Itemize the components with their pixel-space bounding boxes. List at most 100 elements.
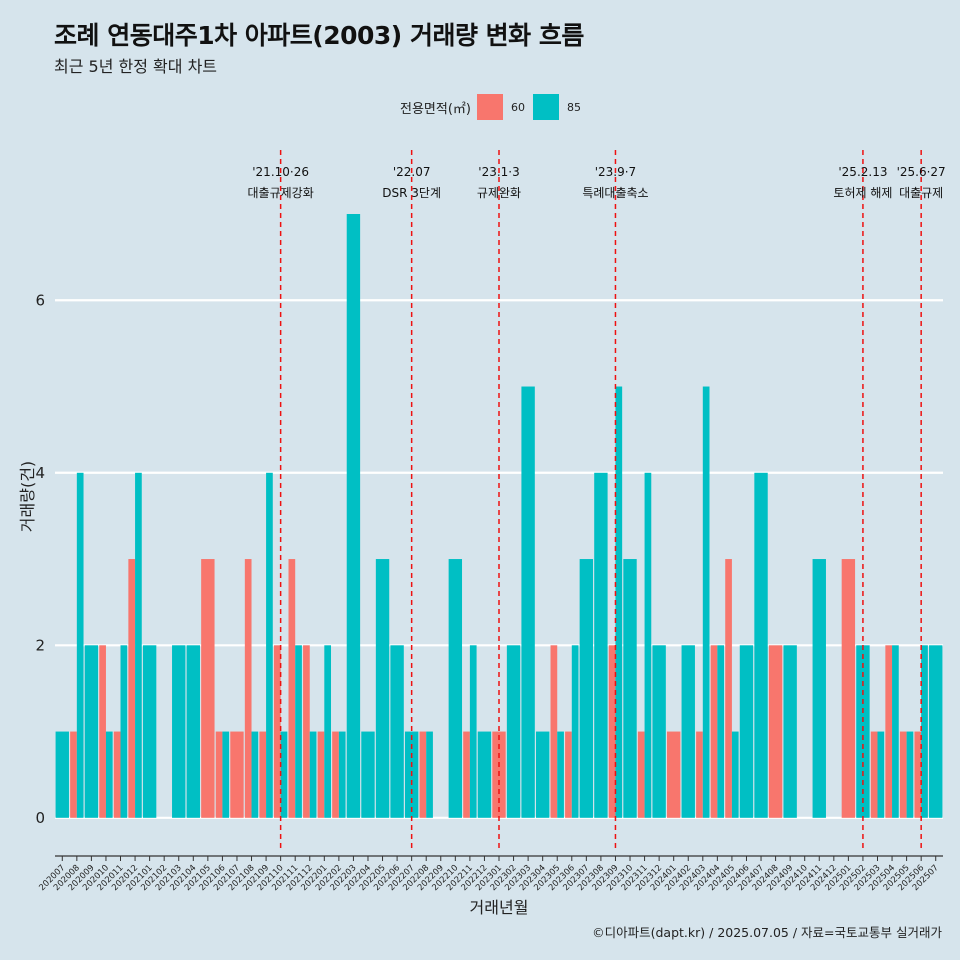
bar-85-202009 xyxy=(84,645,99,818)
bar-85-202007 xyxy=(55,731,69,818)
bar-85-202306 xyxy=(571,645,579,818)
annotation-date-3: '23.9·7 xyxy=(595,165,636,179)
x-axis-title: 거래년월 xyxy=(470,898,529,917)
y-tick-label-6: 6 xyxy=(35,291,45,309)
bar-60-202112 xyxy=(303,645,310,818)
bar-85-202206 xyxy=(390,645,404,818)
bar-85-202309 xyxy=(615,386,623,818)
bar-60-202405 xyxy=(725,559,732,818)
bar-60-202111 xyxy=(288,559,296,818)
bar-60-202105 xyxy=(201,559,215,818)
annotation-date-2: '23.1·3 xyxy=(478,165,519,179)
bar-60-202309 xyxy=(608,645,616,818)
legend: 전용면적(㎡) 60 85 xyxy=(400,93,589,121)
bar-85-202208 xyxy=(426,731,433,818)
bar-60-202306 xyxy=(565,731,572,818)
bar-85-202103 xyxy=(172,645,186,818)
bar-85-202404 xyxy=(717,645,725,818)
annotation-label-3: 특례대출축소 xyxy=(582,186,648,200)
bar-60-202506 xyxy=(914,731,922,818)
y-tick-label-4: 4 xyxy=(35,464,45,482)
bar-85-202201 xyxy=(324,645,332,818)
bar-60-202305 xyxy=(550,645,558,818)
legend-label-60: 60 xyxy=(510,100,525,114)
bar-60-202008 xyxy=(70,731,77,818)
bar-60-202501 xyxy=(841,559,856,818)
bar-85-202502 xyxy=(856,645,870,818)
bar-85-202211 xyxy=(469,645,477,818)
bar-85-202008 xyxy=(76,472,84,818)
legend-key-85 xyxy=(532,94,559,120)
legend-title: 전용면적(㎡) xyxy=(400,101,471,117)
bar-85-202109 xyxy=(266,472,273,818)
bar-85-202503 xyxy=(877,731,885,818)
annotation-label-0: 대출규제강화 xyxy=(248,186,314,200)
bar-85-202307 xyxy=(579,559,594,818)
bar-85-202205 xyxy=(375,559,390,818)
bar-85-202305 xyxy=(557,731,564,818)
bar-85-202204 xyxy=(361,731,375,818)
bar-85-202311 xyxy=(644,472,652,818)
bar-85-202210 xyxy=(448,559,463,818)
bar-60-202404 xyxy=(710,645,718,818)
bar-85-202101 xyxy=(142,645,157,818)
bar-60-202109 xyxy=(259,731,267,818)
bar-60-202012 xyxy=(128,559,136,818)
bar-60-202503 xyxy=(870,731,878,818)
bar-60-202201 xyxy=(317,731,325,818)
y-tick-label-2: 2 xyxy=(35,636,45,654)
bar-85-202212 xyxy=(477,731,492,818)
bar-85-202308 xyxy=(594,472,608,818)
chart-title: 조례 연동대주1차 아파트(2003) 거래량 변화 흐름 xyxy=(54,21,584,50)
legend-key-60 xyxy=(476,94,503,120)
y-axis-title: 거래량(건) xyxy=(18,461,37,532)
annotation-date-1: '22.07 xyxy=(393,165,431,179)
bar-85-202411 xyxy=(812,559,826,818)
bar-60-202408 xyxy=(768,645,783,818)
bar-85-202304 xyxy=(535,731,550,818)
bar-85-202303 xyxy=(521,386,535,818)
bar-85-202310 xyxy=(623,559,637,818)
bar-85-202505 xyxy=(906,731,914,818)
bar-85-202406 xyxy=(739,645,754,818)
bar-60-202208 xyxy=(419,731,427,818)
bar-85-202010 xyxy=(105,731,113,818)
chart-caption: ©디아파트(dapt.kr) / 2025.07.05 / 자료=국토교통부 실… xyxy=(592,925,942,940)
chart-subtitle: 최근 5년 한정 확대 차트 xyxy=(54,57,218,76)
bar-85-202402 xyxy=(681,645,695,818)
bar-85-202012 xyxy=(135,472,142,818)
annotation-label-5: 대출규제 xyxy=(899,186,943,200)
bar-85-202403 xyxy=(702,386,710,818)
y-tick-label-0: 0 xyxy=(35,809,45,827)
annotation-label-1: DSR 3단계 xyxy=(382,186,441,200)
bar-85-202409 xyxy=(783,645,797,818)
bar-85-202106 xyxy=(222,731,230,818)
annotation-date-0: '21.10·26 xyxy=(252,165,309,179)
bar-85-202104 xyxy=(186,645,200,818)
bar-60-202202 xyxy=(332,731,339,818)
bar-60-202106 xyxy=(215,731,223,818)
bar-60-202108 xyxy=(244,559,252,818)
bar-60-202211 xyxy=(463,731,470,818)
bar-60-202011 xyxy=(113,731,121,818)
legend-label-85: 85 xyxy=(566,100,581,114)
bar-60-202504 xyxy=(885,645,893,818)
bar-60-202505 xyxy=(899,731,907,818)
bar-85-202011 xyxy=(120,645,128,818)
bar-85-202302 xyxy=(506,645,521,818)
bar-60-202311 xyxy=(637,731,645,818)
annotation-label-4: 토허제 해제 xyxy=(833,186,892,200)
bar-85-202407 xyxy=(754,472,768,818)
bar-60-202401 xyxy=(666,731,681,818)
bar-85-202312 xyxy=(652,645,666,818)
bar-85-202202 xyxy=(338,731,346,818)
bar-85-202405 xyxy=(731,731,739,818)
bar-60-202010 xyxy=(99,645,106,818)
annotation-date-5: '25.6·27 xyxy=(897,165,946,179)
bar-85-202108 xyxy=(251,731,259,818)
annotation-label-2: 규제완화 xyxy=(477,186,521,200)
annotation-date-4: '25.2.13 xyxy=(838,165,887,179)
bar-85-202507 xyxy=(929,645,943,818)
bar-60-202110 xyxy=(273,645,281,818)
bar-85-202504 xyxy=(892,645,899,818)
